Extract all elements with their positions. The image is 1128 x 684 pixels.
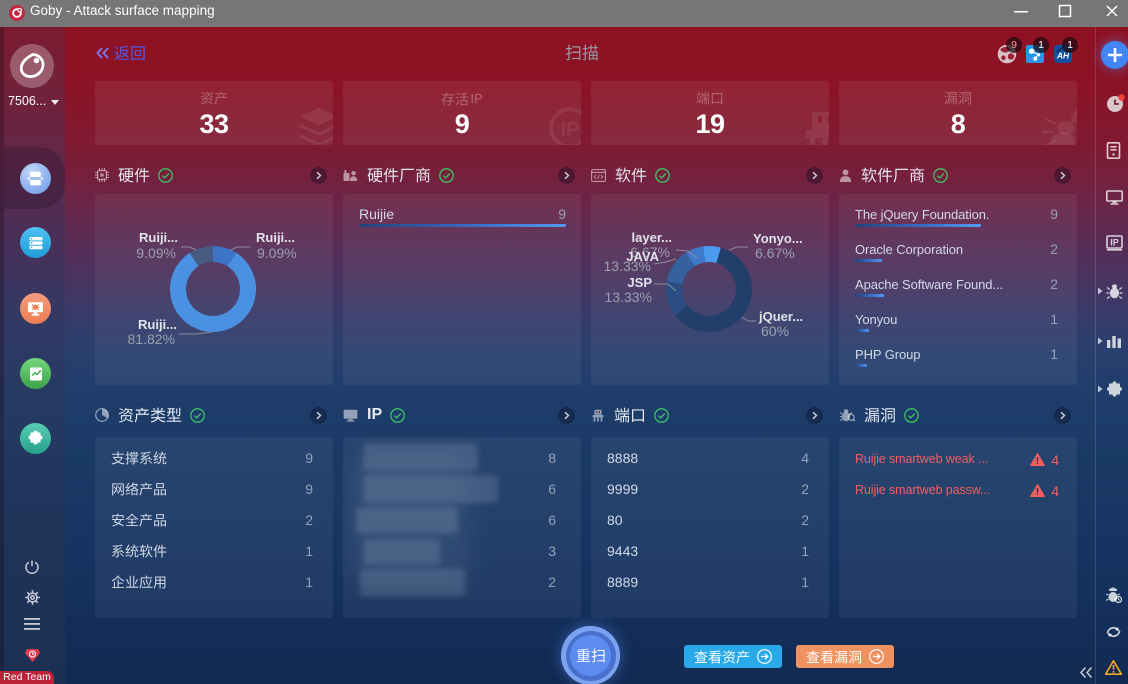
svg-text:AH: AH (1056, 51, 1070, 61)
svg-text:IP: IP (1110, 238, 1119, 248)
svg-text:IP: IP (560, 119, 579, 141)
